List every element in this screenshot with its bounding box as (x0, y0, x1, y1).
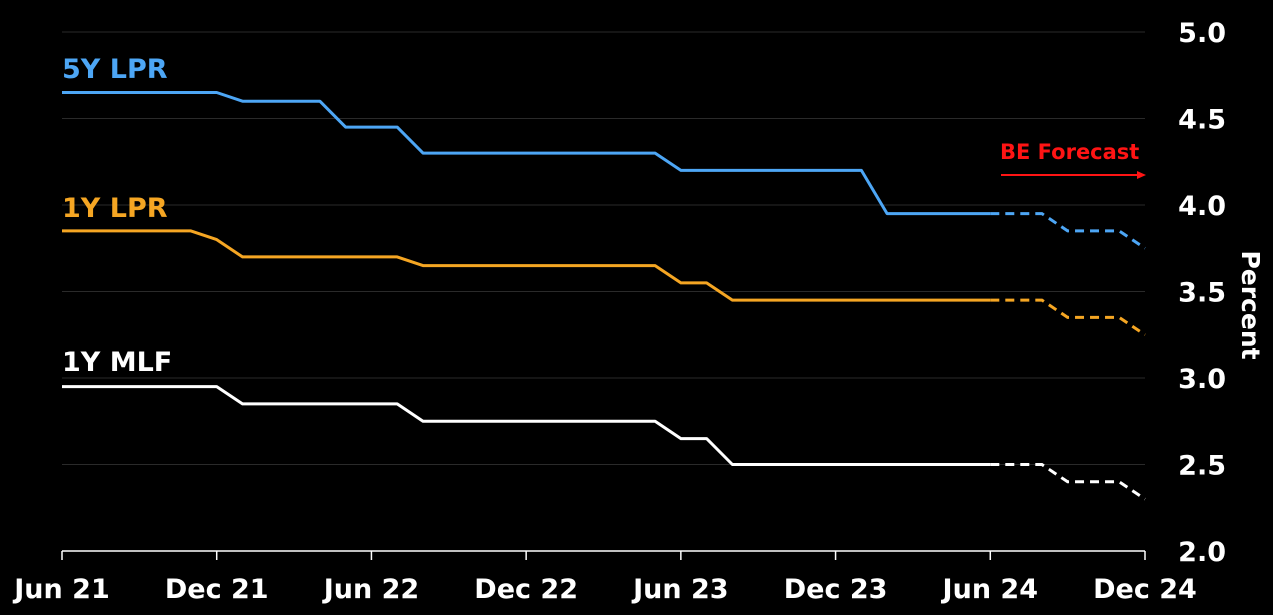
y-tick-label: 3.0 (1178, 364, 1226, 395)
x-tick-label: Dec 24 (1093, 574, 1197, 605)
y-tick-label: 3.5 (1178, 278, 1226, 309)
series-labels: 5Y LPR 1Y LPR 1Y MLF (62, 54, 172, 378)
series-line-1y-mlf (62, 385, 991, 466)
x-tick-label: Jun 21 (12, 574, 109, 605)
y-tick-label: 4.0 (1178, 191, 1226, 222)
y-tick-label: 4.5 (1178, 105, 1226, 136)
series-label-1y-lpr: 1Y LPR (62, 193, 168, 224)
forecast-arrow-head (1137, 171, 1146, 179)
y-tick-label: 2.0 (1178, 537, 1226, 568)
y-axis-title: Percent (1236, 250, 1265, 359)
y-tick-label: 2.5 (1178, 451, 1226, 482)
series-line-5y-lpr (62, 91, 991, 216)
forecast-line-1y-mlf (990, 463, 1146, 501)
x-axis-tick-labels: Jun 21 Dec 21 Jun 22 Dec 22 Jun 23 Dec 23 Jun … (12, 574, 1197, 605)
x-axis (61, 550, 1146, 560)
forecast-line-1y-lpr (990, 298, 1146, 337)
series-label-1y-mlf: 1Y MLF (62, 347, 172, 378)
series-label-5y-lpr: 5Y LPR (62, 54, 168, 85)
forecast-line-5y-lpr (990, 212, 1146, 250)
y-axis-tick-labels: 2.0 2.5 3.0 3.5 4.0 4.5 5.0 (1178, 18, 1226, 568)
forecast-annotation: BE Forecast (1000, 140, 1146, 179)
forecast-label: BE Forecast (1000, 140, 1139, 164)
x-tick-label: Dec 22 (474, 574, 578, 605)
series-lines (62, 91, 1146, 501)
x-tick-label: Jun 22 (322, 574, 419, 605)
x-tick-label: Jun 23 (631, 574, 728, 605)
gridlines (62, 31, 1145, 465)
x-tick-label: Jun 24 (941, 574, 1038, 605)
y-tick-label: 5.0 (1178, 18, 1226, 49)
series-line-1y-lpr (62, 229, 991, 302)
x-tick-label: Dec 21 (165, 574, 269, 605)
x-tick-label: Dec 23 (784, 574, 888, 605)
